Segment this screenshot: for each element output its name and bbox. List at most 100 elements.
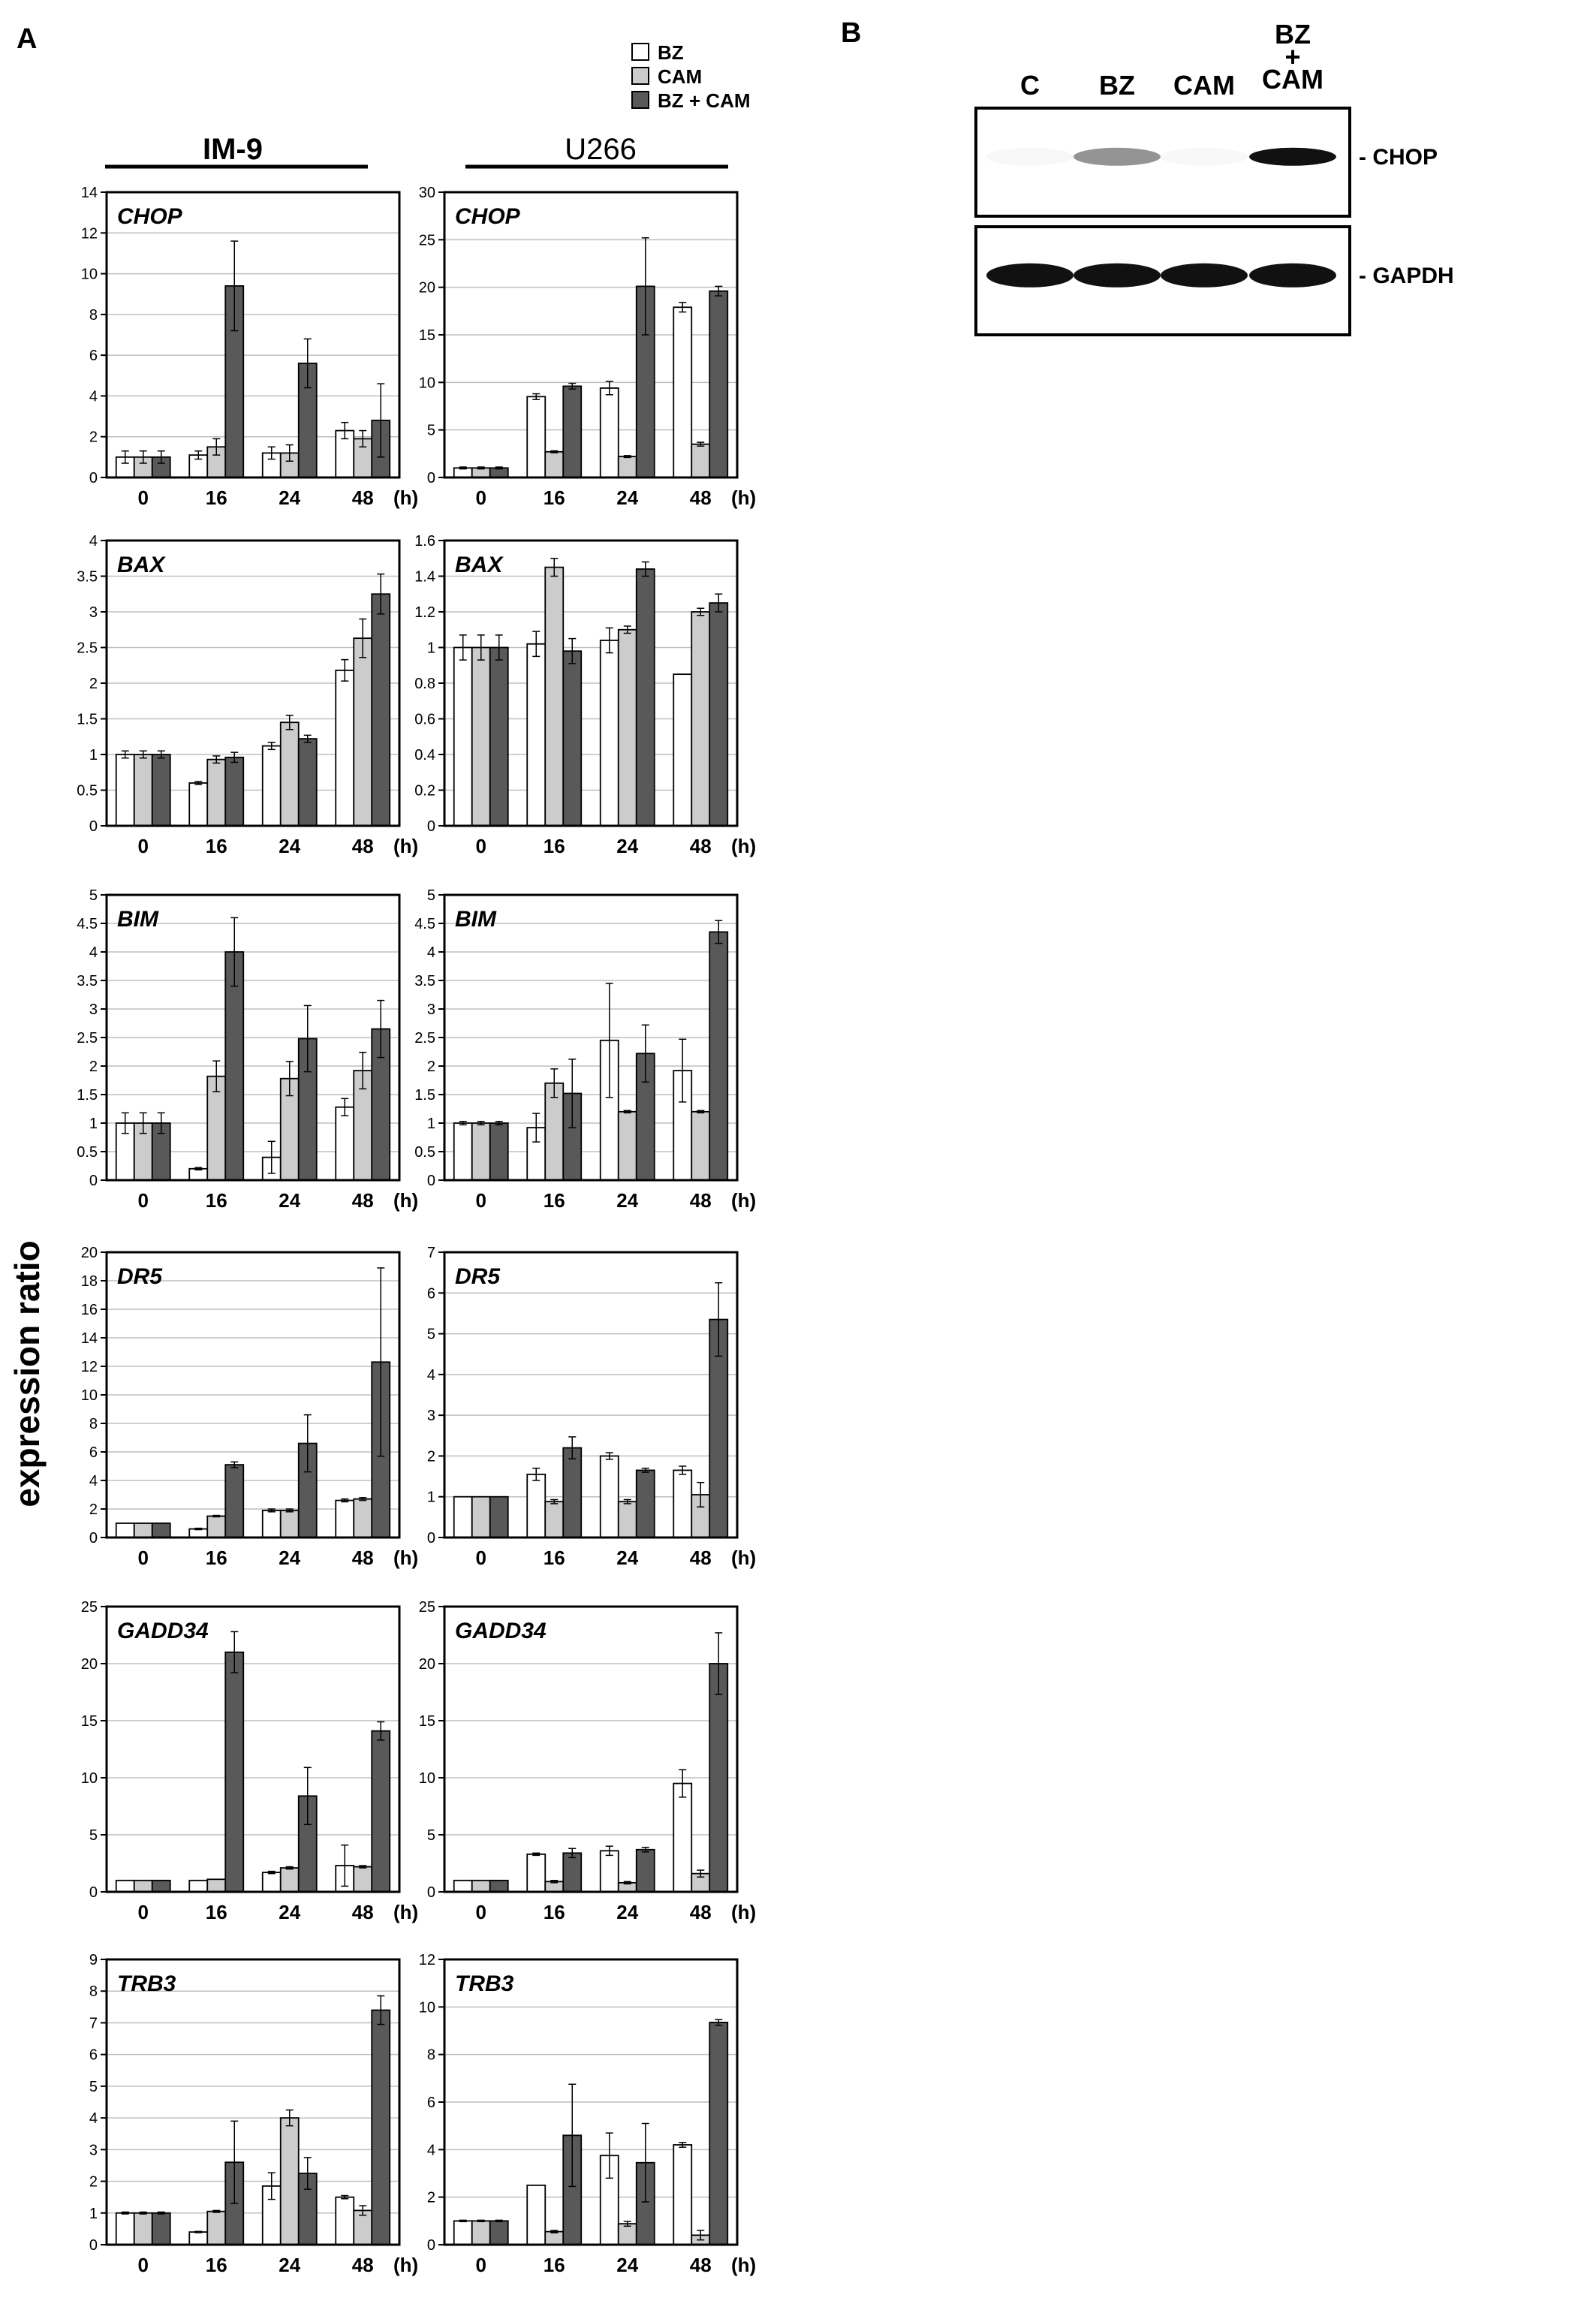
y-tick-label: 2.5 bbox=[77, 640, 98, 657]
x-unit-label: (h) bbox=[393, 486, 418, 509]
x-tick-label: 16 bbox=[544, 1189, 565, 1212]
y-tick-label: 6 bbox=[89, 1444, 98, 1461]
y-tick-label: 12 bbox=[81, 225, 98, 242]
plot-frame bbox=[443, 191, 739, 479]
y-tick-label: 6 bbox=[427, 1285, 435, 1302]
x-tick-label: 0 bbox=[476, 2254, 486, 2276]
chart-u266-dr5: 0 1 2 3 4 5 6 7 0 16 24 48 (h) DR5 bbox=[427, 1245, 756, 1569]
bar bbox=[279, 1510, 300, 1538]
cell-line-left: IM-9 bbox=[203, 133, 263, 166]
plot-frame bbox=[443, 539, 739, 827]
y-tick-label: 16 bbox=[81, 1302, 98, 1318]
plot-frame bbox=[105, 1605, 401, 1893]
x-tick-label: 16 bbox=[544, 486, 565, 509]
bar bbox=[691, 443, 711, 478]
bar bbox=[133, 754, 153, 827]
bar bbox=[224, 951, 245, 1181]
bar bbox=[562, 650, 583, 827]
bar bbox=[544, 1501, 565, 1538]
y-tick-label: 6 bbox=[89, 2047, 98, 2064]
y-tick-label: 4 bbox=[89, 944, 98, 961]
bar bbox=[353, 1498, 373, 1538]
bar bbox=[335, 670, 355, 827]
x-tick-label: 0 bbox=[476, 835, 486, 857]
y-tick-label: 4 bbox=[89, 2110, 98, 2127]
gene-title: TRB3 bbox=[455, 1971, 514, 1996]
blot-band bbox=[1074, 147, 1161, 166]
bar bbox=[617, 1110, 637, 1181]
y-tick-label: 2.5 bbox=[414, 1030, 435, 1047]
bar bbox=[617, 1501, 637, 1538]
bar bbox=[544, 450, 565, 478]
x-tick-label: 16 bbox=[206, 1547, 227, 1569]
y-tick-label: 20 bbox=[81, 1245, 98, 1261]
plot-frame bbox=[443, 1251, 739, 1539]
blot-band bbox=[1161, 263, 1248, 288]
x-tick-label: 48 bbox=[690, 835, 712, 857]
y-tick-label: 5 bbox=[89, 1827, 98, 1844]
gene-title: BAX bbox=[455, 553, 504, 577]
blot-band bbox=[1074, 263, 1161, 288]
y-tick-label: 0 bbox=[427, 818, 435, 835]
y-tick-label: 6 bbox=[427, 2095, 435, 2111]
y-tick-label: 5 bbox=[427, 423, 435, 439]
chart-im9-trb3: 0 1 2 3 4 5 6 7 8 9 0 16 24 48 (h) TRB3 bbox=[89, 1952, 418, 2276]
bar bbox=[151, 1522, 171, 1538]
bar bbox=[188, 1167, 209, 1181]
y-tick-label: 0 bbox=[89, 1530, 98, 1547]
bar bbox=[526, 1853, 547, 1893]
lane-label: BZ bbox=[1099, 70, 1135, 101]
x-tick-label: 16 bbox=[544, 1547, 565, 1569]
x-tick-label: 24 bbox=[279, 835, 300, 857]
bar bbox=[673, 1469, 693, 1538]
y-tick-label: 8 bbox=[427, 2047, 435, 2064]
x-tick-label: 0 bbox=[476, 1189, 486, 1212]
bar bbox=[279, 1867, 300, 1893]
gene-title: GADD34 bbox=[117, 1619, 209, 1643]
y-tick-label: 1.6 bbox=[414, 533, 435, 550]
bar bbox=[151, 2212, 171, 2245]
y-tick-label: 4 bbox=[89, 533, 98, 550]
chart-u266-gadd34: 0 5 10 15 20 25 0 16 24 48 (h) GADD34 bbox=[419, 1599, 756, 1923]
bar bbox=[115, 2212, 135, 2245]
y-tick-label: 0.5 bbox=[77, 1144, 98, 1161]
y-tick-label: 1.5 bbox=[77, 1087, 98, 1104]
bar bbox=[151, 754, 171, 827]
y-tick-label: 0 bbox=[427, 2237, 435, 2254]
lane-label: CAM bbox=[1173, 70, 1235, 101]
blot-band bbox=[1249, 263, 1336, 288]
bar bbox=[261, 1872, 282, 1893]
y-tick-label: 4 bbox=[427, 1367, 435, 1384]
bar bbox=[526, 396, 547, 478]
x-tick-label: 48 bbox=[690, 2254, 712, 2276]
blot-row-label: - CHOP bbox=[1359, 145, 1438, 170]
x-unit-label: (h) bbox=[731, 1189, 756, 1212]
x-tick-label: 16 bbox=[206, 486, 227, 509]
y-tick-label: 6 bbox=[89, 348, 98, 364]
bar bbox=[224, 1651, 245, 1893]
x-unit-label: (h) bbox=[731, 1547, 756, 1569]
y-tick-label: 2 bbox=[427, 1448, 435, 1465]
legend-swatch-bz bbox=[631, 43, 649, 61]
x-unit-label: (h) bbox=[731, 486, 756, 509]
y-tick-label: 15 bbox=[419, 1713, 435, 1730]
x-unit-label: (h) bbox=[731, 1901, 756, 1923]
bar bbox=[635, 568, 655, 827]
y-tick-label: 4 bbox=[89, 1473, 98, 1489]
bar bbox=[371, 1730, 391, 1893]
x-tick-label: 24 bbox=[616, 835, 638, 857]
gene-title: BIM bbox=[455, 907, 497, 932]
bar bbox=[453, 2220, 473, 2245]
bar bbox=[709, 2022, 729, 2245]
y-tick-label: 14 bbox=[81, 185, 98, 201]
bar bbox=[489, 2220, 509, 2245]
y-tick-label: 0.5 bbox=[414, 1144, 435, 1161]
y-tick-label: 3 bbox=[89, 1001, 98, 1018]
y-tick-label: 4 bbox=[427, 2142, 435, 2158]
y-tick-label: 8 bbox=[89, 1983, 98, 2000]
bar bbox=[206, 2210, 227, 2245]
y-tick-label: 10 bbox=[419, 1770, 435, 1787]
bar bbox=[599, 387, 619, 478]
